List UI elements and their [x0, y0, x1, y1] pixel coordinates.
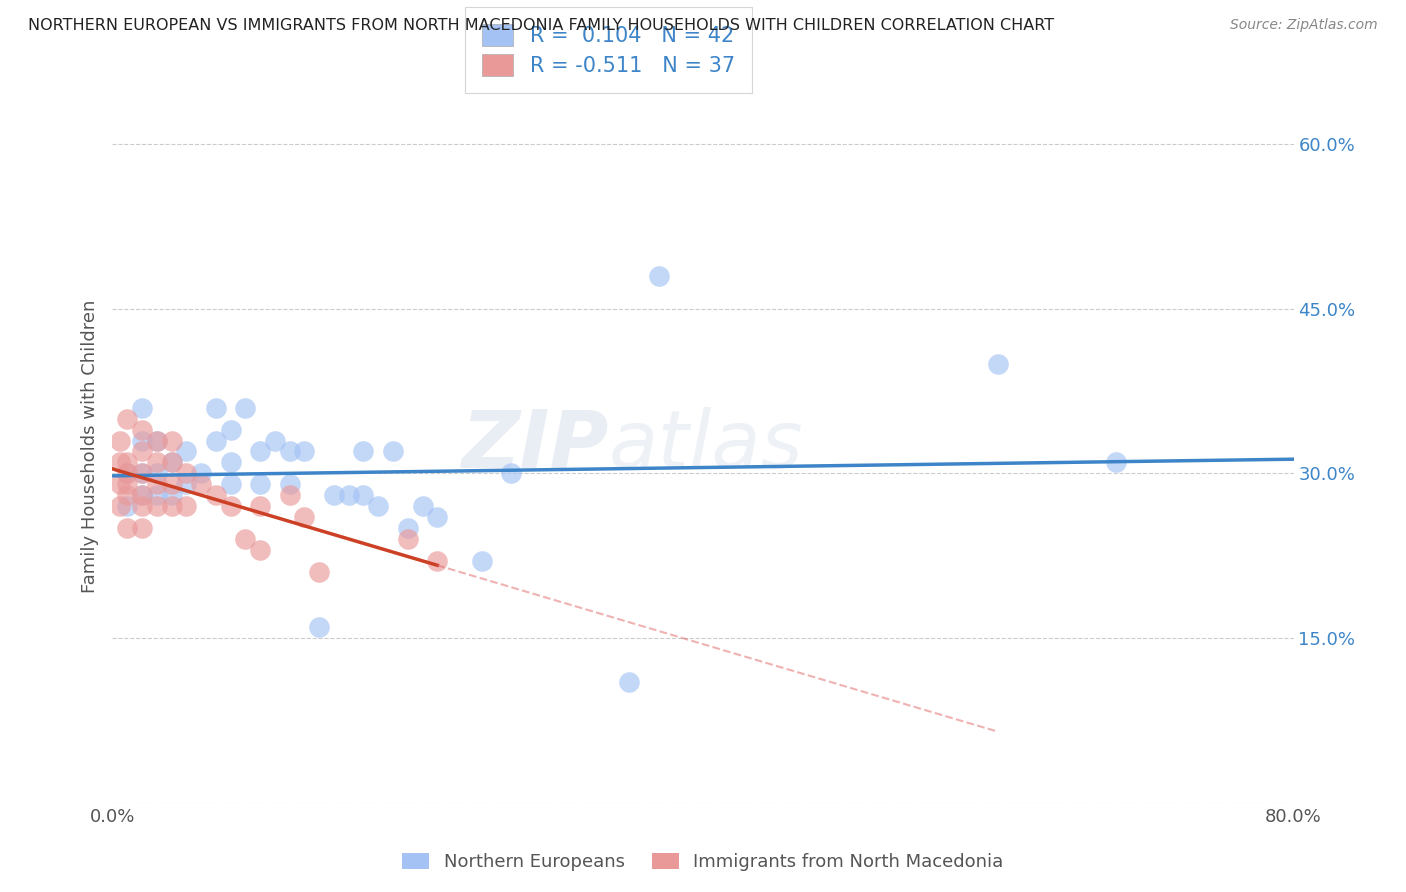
Point: [131, 488, 153, 502]
Point: [619, 675, 641, 690]
Point: [396, 521, 419, 535]
Point: [249, 543, 271, 558]
Point: [160, 477, 183, 491]
Point: [117, 411, 138, 425]
Point: [190, 467, 212, 481]
Point: [352, 488, 374, 502]
Point: [131, 521, 153, 535]
Point: [470, 554, 494, 568]
Point: [323, 488, 346, 502]
Point: [411, 500, 433, 514]
Point: [219, 477, 242, 491]
Point: [264, 434, 287, 448]
Point: [426, 554, 449, 568]
Point: [292, 444, 315, 458]
Point: [146, 477, 169, 491]
Point: [1105, 455, 1128, 469]
Point: [117, 467, 138, 481]
Point: [131, 467, 153, 481]
Point: [108, 500, 131, 514]
Point: [146, 500, 169, 514]
Point: [337, 488, 360, 502]
Point: [131, 467, 153, 481]
Text: Source: ZipAtlas.com: Source: ZipAtlas.com: [1230, 18, 1378, 32]
Point: [146, 434, 169, 448]
Point: [308, 566, 330, 580]
Point: [160, 488, 183, 502]
Point: [117, 488, 138, 502]
Point: [131, 488, 153, 502]
Point: [108, 477, 131, 491]
Point: [278, 444, 301, 458]
Point: [987, 357, 1010, 371]
Point: [146, 455, 169, 469]
Point: [205, 401, 228, 415]
Point: [292, 510, 315, 524]
Text: NORTHERN EUROPEAN VS IMMIGRANTS FROM NORTH MACEDONIA FAMILY HOUSEHOLDS WITH CHIL: NORTHERN EUROPEAN VS IMMIGRANTS FROM NOR…: [28, 18, 1054, 33]
Point: [108, 455, 131, 469]
Point: [174, 444, 197, 458]
Point: [367, 500, 389, 514]
Point: [396, 533, 419, 547]
Point: [108, 434, 131, 448]
Point: [174, 500, 197, 514]
Point: [249, 500, 271, 514]
Point: [146, 434, 169, 448]
Point: [117, 521, 138, 535]
Point: [219, 423, 242, 437]
Point: [352, 444, 374, 458]
Point: [117, 500, 138, 514]
Text: atlas: atlas: [609, 407, 803, 485]
Legend: R =  0.104   N = 42, R = -0.511   N = 37: R = 0.104 N = 42, R = -0.511 N = 37: [465, 7, 752, 93]
Legend: Northern Europeans, Immigrants from North Macedonia: Northern Europeans, Immigrants from Nort…: [395, 846, 1011, 879]
Point: [426, 510, 449, 524]
Point: [249, 444, 271, 458]
Point: [233, 533, 256, 547]
Point: [278, 477, 301, 491]
Point: [205, 488, 228, 502]
Point: [131, 444, 153, 458]
Point: [647, 268, 671, 283]
Point: [160, 455, 183, 469]
Point: [190, 477, 212, 491]
Point: [219, 500, 242, 514]
Y-axis label: Family Households with Children: Family Households with Children: [80, 300, 98, 592]
Point: [131, 423, 153, 437]
Point: [131, 401, 153, 415]
Point: [131, 500, 153, 514]
Point: [146, 467, 169, 481]
Point: [308, 620, 330, 634]
Point: [131, 434, 153, 448]
Point: [205, 434, 228, 448]
Point: [501, 467, 523, 481]
Point: [249, 477, 271, 491]
Point: [160, 500, 183, 514]
Point: [117, 455, 138, 469]
Point: [174, 467, 197, 481]
Point: [160, 455, 183, 469]
Point: [219, 455, 242, 469]
Point: [382, 444, 405, 458]
Point: [117, 477, 138, 491]
Point: [146, 488, 169, 502]
Point: [117, 467, 138, 481]
Point: [233, 401, 256, 415]
Point: [174, 477, 197, 491]
Point: [160, 434, 183, 448]
Text: ZIP: ZIP: [461, 407, 609, 485]
Point: [278, 488, 301, 502]
